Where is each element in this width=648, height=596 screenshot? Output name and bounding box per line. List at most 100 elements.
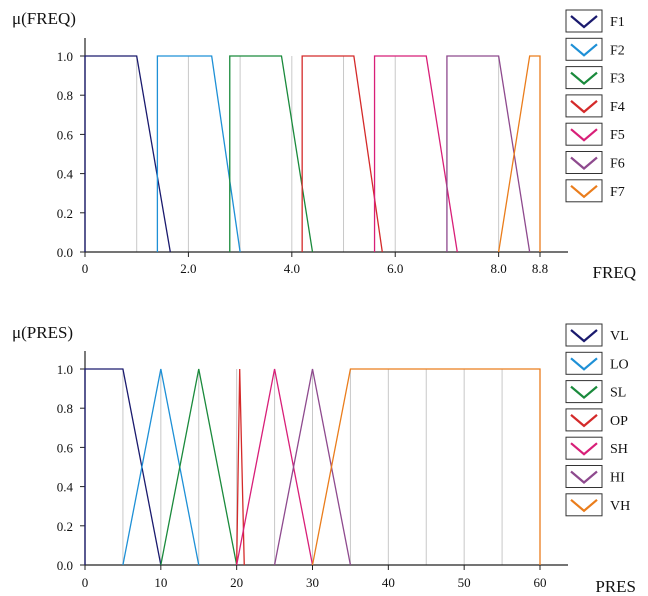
x-tick-label: 20 — [230, 575, 243, 590]
legend-item-op: OP — [565, 408, 628, 432]
legend: F1 F2 F3 F4 F5 F6 F7 — [565, 9, 625, 203]
legend-label: F6 — [610, 157, 625, 172]
series-line-f6 — [446, 55, 531, 253]
legend-swatch-icon — [570, 15, 598, 29]
y-tick-label: 1.0 — [57, 49, 73, 64]
x-tick-label: 2.0 — [180, 261, 196, 276]
x-tick-label: 6.0 — [387, 261, 403, 276]
series-line-lo — [122, 368, 200, 566]
legend-item-vl: VL — [565, 323, 629, 347]
legend-label: VL — [610, 329, 629, 344]
legend-label: SH — [610, 442, 628, 457]
legend-swatch-icon — [570, 498, 598, 513]
legend-item-sl: SL — [565, 380, 626, 404]
series-line-sh — [236, 368, 314, 566]
legend-swatch-icon — [570, 100, 598, 114]
series-line-f7 — [497, 55, 541, 253]
series-line-sl — [160, 368, 238, 566]
y-axis-title: μ(PRES) — [12, 323, 73, 342]
series-line-f2 — [156, 55, 241, 253]
legend-swatch-icon — [570, 43, 598, 57]
chart-1: 0.0 0.2 0.4 0.6 0.8 1.0 0 2.0 4.0 6.0 8.0 8.8 μ(FREQ… — [12, 9, 636, 282]
legend-item-f7: F7 — [565, 179, 625, 203]
legend-swatch-box — [565, 9, 603, 33]
series-line-f5 — [373, 55, 458, 253]
legend-item-f3: F3 — [565, 66, 625, 90]
legend-swatch-icon — [570, 156, 598, 170]
legend-label: SL — [610, 386, 626, 401]
legend-label: LO — [610, 357, 629, 372]
y-tick-label: 0.4 — [57, 480, 74, 495]
legend-item-vh: VH — [565, 493, 630, 517]
legend-item-f5: F5 — [565, 122, 625, 146]
legend-swatch-box — [565, 436, 603, 460]
legend-swatch-icon — [570, 442, 598, 456]
legend-swatch-icon — [570, 329, 598, 343]
x-tick-label: 0 — [82, 575, 89, 590]
legend-item-hi: HI — [565, 465, 625, 488]
series-line-hi — [273, 368, 352, 566]
series-line-f4 — [301, 55, 383, 253]
legend-swatch-icon — [570, 470, 598, 484]
legend-label: F3 — [610, 72, 625, 87]
legend-swatch-box — [565, 493, 603, 517]
legend-label: F5 — [610, 128, 625, 143]
x-tick-label: 8.8 — [532, 261, 548, 276]
legend-swatch-icon — [570, 71, 598, 86]
legend-label: HI — [610, 471, 625, 486]
legend-swatch-box — [565, 323, 603, 347]
x-tick-label: 8.0 — [491, 261, 507, 276]
legend-label: F4 — [610, 100, 625, 115]
legend-swatch-icon — [570, 414, 598, 428]
x-tick-label: 60 — [534, 575, 547, 590]
legend-label: F1 — [610, 15, 625, 30]
legend-swatch-icon — [570, 385, 598, 400]
legend: VL LO SL OP SH HI VH — [565, 323, 630, 517]
x-tick-label: 0 — [82, 261, 89, 276]
y-tick-label: 0.8 — [57, 88, 73, 103]
legend-swatch-box — [565, 351, 603, 375]
x-tick-label: 40 — [382, 575, 395, 590]
series-line-f1 — [84, 55, 171, 253]
legend-label: OP — [610, 414, 628, 429]
legend-swatch-box — [565, 179, 603, 203]
legend-label: F7 — [610, 185, 625, 200]
y-tick-label: 0.0 — [57, 558, 73, 573]
legend-swatch-box — [565, 151, 603, 174]
legend-item-f1: F1 — [565, 9, 625, 33]
y-tick-label: 0.0 — [57, 245, 73, 260]
x-axis-title: PRES — [595, 577, 636, 596]
x-axis-title: FREQ — [593, 263, 636, 282]
y-tick-label: 0.2 — [57, 206, 73, 221]
x-tick-label: 50 — [458, 575, 471, 590]
legend-label: F2 — [610, 43, 625, 58]
legend-swatch-box — [565, 380, 603, 404]
legend-item-sh: SH — [565, 436, 628, 460]
y-tick-label: 0.8 — [57, 401, 73, 416]
legend-swatch-icon — [570, 128, 598, 142]
y-tick-label: 0.2 — [57, 519, 73, 534]
x-tick-label: 30 — [306, 575, 319, 590]
legend-label: VH — [610, 499, 630, 514]
legend-item-f6: F6 — [565, 151, 625, 174]
legend-item-f2: F2 — [565, 37, 625, 61]
x-tick-label: 4.0 — [284, 261, 300, 276]
y-tick-label: 0.4 — [57, 167, 74, 182]
legend-swatch-box — [565, 465, 603, 488]
legend-swatch-box — [565, 94, 603, 118]
y-axis-title: μ(FREQ) — [12, 9, 76, 28]
legend-swatch-icon — [570, 184, 598, 199]
chart-2: 0.0 0.2 0.4 0.6 0.8 1.0 0 10 20 30 40 50 60 μ(PRES) PR… — [12, 323, 636, 596]
y-tick-label: 0.6 — [57, 440, 74, 455]
y-tick-label: 0.6 — [57, 127, 74, 142]
legend-swatch-box — [565, 408, 603, 432]
series-line-f3 — [229, 55, 314, 253]
legend-swatch-box — [565, 122, 603, 146]
legend-item-f4: F4 — [565, 94, 625, 118]
x-tick-label: 10 — [154, 575, 167, 590]
legend-item-lo: LO — [565, 351, 629, 375]
legend-swatch-box — [565, 66, 603, 90]
series-line-op — [236, 368, 245, 566]
legend-swatch-box — [565, 37, 603, 61]
